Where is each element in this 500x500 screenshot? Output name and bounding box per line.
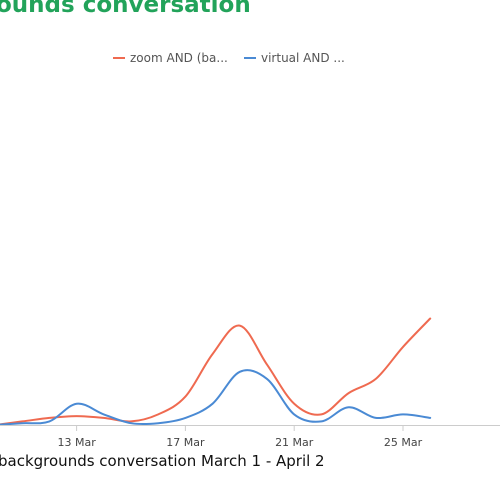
series-layer [0, 317, 432, 426]
legend: zoom AND (ba... virtual AND ... [113, 51, 345, 65]
chart-title: ounds conversation [0, 0, 251, 18]
x-tick-label: 21 Mar [275, 436, 314, 449]
series-line-0 [0, 317, 432, 426]
legend-label: zoom AND (ba... [130, 51, 228, 65]
legend-item[interactable]: zoom AND (ba... [113, 51, 228, 65]
x-tick-label: 25 Mar [384, 436, 423, 449]
chart-caption: backgrounds conversation March 1 - April… [0, 452, 325, 470]
x-axis: 13 Mar 17 Mar 21 Mar 25 Mar [0, 425, 500, 449]
legend-label: virtual AND ... [261, 51, 345, 65]
x-tick-label: 17 Mar [166, 436, 205, 449]
legend-item[interactable]: virtual AND ... [244, 51, 345, 65]
x-tick-label: 13 Mar [57, 436, 96, 449]
series-line-1 [0, 369, 432, 426]
